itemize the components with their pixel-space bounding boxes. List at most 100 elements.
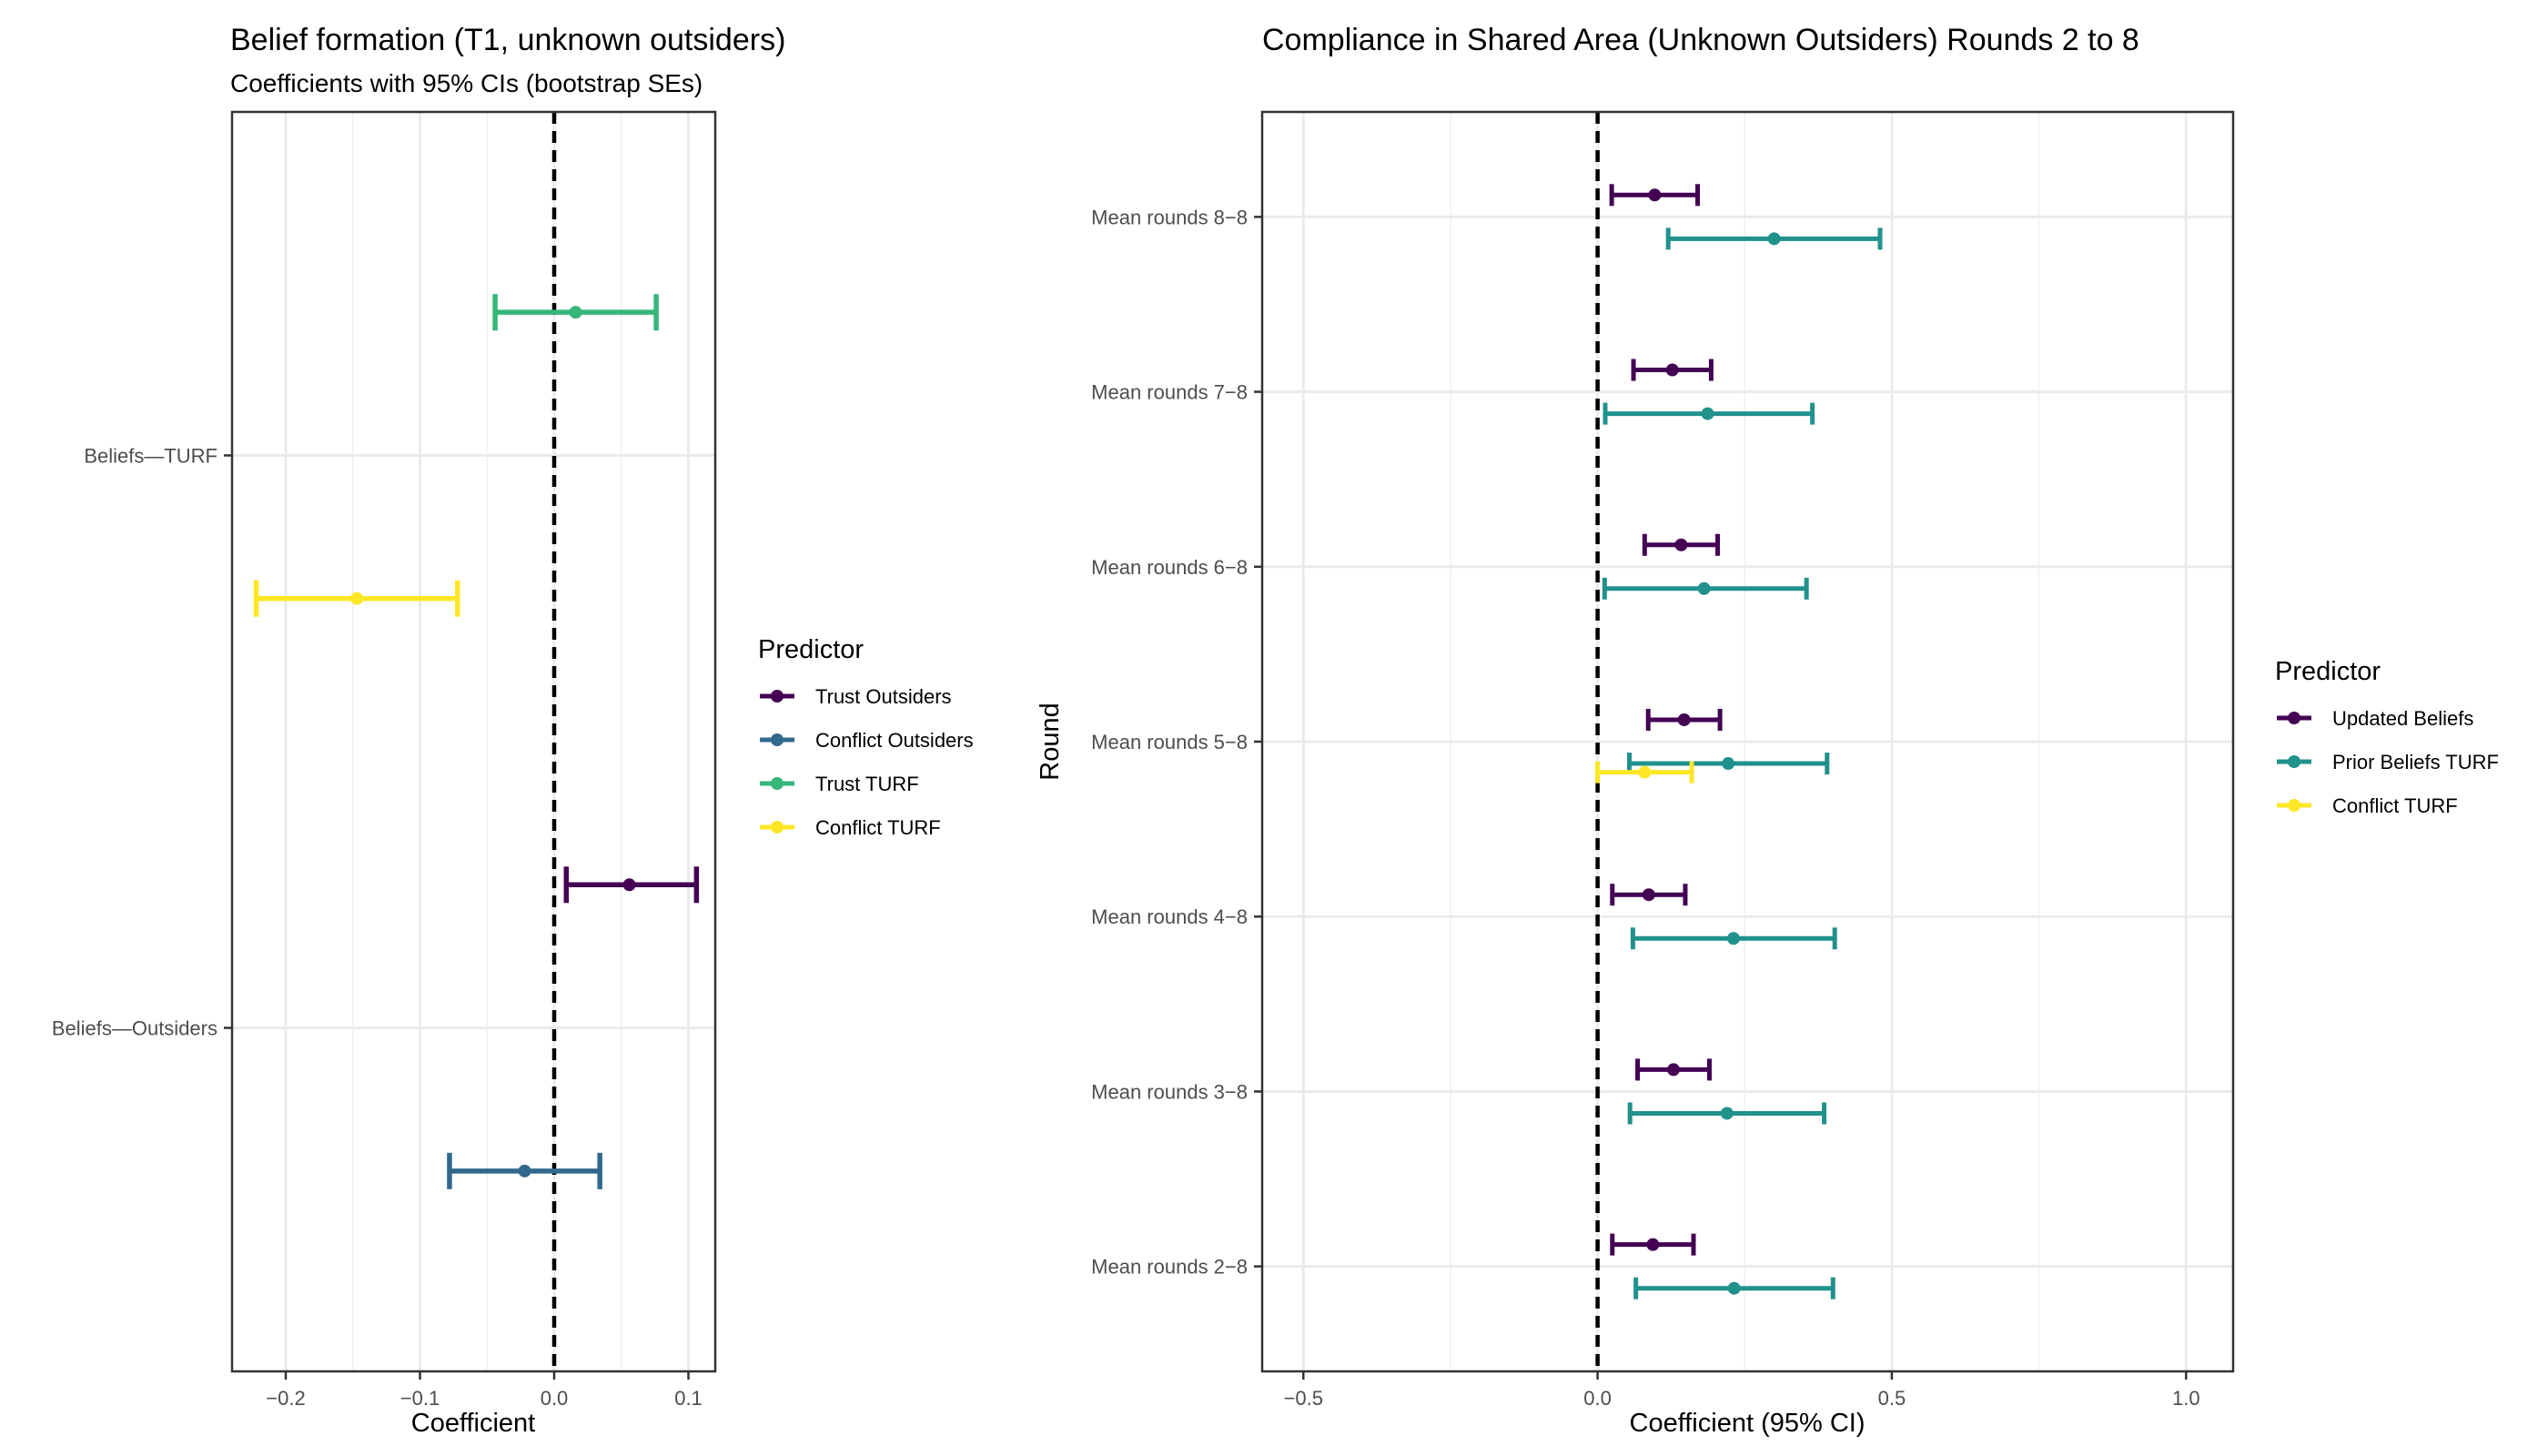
error-bar-updated-beliefs bbox=[1635, 1058, 1712, 1081]
point-estimate bbox=[1697, 581, 1711, 595]
y-tick-label: Mean rounds 7−8 bbox=[1091, 381, 1248, 404]
error-bar-updated-beliefs bbox=[1645, 708, 1723, 731]
legend-swatch-point bbox=[771, 777, 784, 790]
legend-label: Trust TURF bbox=[815, 773, 919, 795]
legend-swatch-point bbox=[2288, 712, 2300, 724]
legend-title: Predictor bbox=[2275, 657, 2381, 686]
point-estimate bbox=[1720, 1107, 1734, 1120]
point-estimate bbox=[1701, 407, 1714, 420]
error-bar-updated-beliefs bbox=[1631, 359, 1714, 381]
point-estimate bbox=[1726, 932, 1740, 945]
point-estimate bbox=[518, 1164, 531, 1178]
x-axis-title: Coefficient bbox=[411, 1409, 536, 1438]
point-estimate bbox=[622, 878, 636, 892]
series-conflict-outsiders bbox=[447, 1152, 602, 1189]
error-bar-updated-beliefs bbox=[1610, 1233, 1696, 1256]
error-bar-trust-outsiders bbox=[563, 866, 700, 904]
error-bar-updated-beliefs bbox=[1609, 184, 1701, 207]
compliance-panel: Compliance in Shared Area (Unknown Outsi… bbox=[1036, 23, 2499, 1438]
x-axis-ticks: −0.5 0.0 0.5 1.0 bbox=[1284, 1371, 2200, 1410]
legend-swatch-point bbox=[771, 690, 784, 703]
legend-item-prior-beliefs-turf: Prior Beliefs TURF bbox=[2277, 751, 2499, 774]
y-axis-ticks: Beliefs—Outsiders Beliefs—TURF bbox=[52, 444, 232, 1040]
y-tick-label: Mean rounds 3−8 bbox=[1091, 1080, 1248, 1103]
point-estimate bbox=[1674, 538, 1688, 551]
legend-item-conflict-outsiders: Conflict Outsiders bbox=[760, 729, 974, 752]
y-tick-label: Mean rounds 4−8 bbox=[1091, 905, 1248, 928]
error-bar-updated-beliefs bbox=[1610, 884, 1688, 906]
x-tick-label: 0.5 bbox=[1878, 1387, 1906, 1410]
legend: Predictor Updated Beliefs Prior Beliefs T… bbox=[2275, 657, 2499, 817]
legend-item-trust-outsiders: Trust Outsiders bbox=[760, 685, 952, 708]
legend: Predictor Trust Outsiders Conflict Outsid… bbox=[758, 635, 974, 839]
x-tick-label: 0.0 bbox=[541, 1387, 569, 1410]
legend-item-updated-beliefs: Updated Beliefs bbox=[2277, 707, 2473, 730]
x-tick-label: 0.0 bbox=[1583, 1387, 1612, 1410]
legend-label: Updated Beliefs bbox=[2332, 707, 2473, 730]
error-bar-prior-beliefs-turf bbox=[1627, 1102, 1827, 1125]
legend-item-trust-turf: Trust TURF bbox=[760, 773, 919, 795]
series-conflict-turf bbox=[253, 580, 460, 617]
x-axis-ticks: −0.2 −0.1 0.0 0.1 bbox=[266, 1371, 703, 1410]
x-tick-label: 0.1 bbox=[674, 1387, 703, 1410]
error-bar-prior-beliefs-turf bbox=[1630, 927, 1837, 950]
legend-title: Predictor bbox=[758, 635, 864, 664]
series-trust-outsiders bbox=[563, 866, 700, 904]
series-conflict-turf bbox=[1595, 761, 1694, 784]
point-estimate bbox=[1727, 1281, 1741, 1295]
grid-lines bbox=[232, 112, 715, 1371]
legend-label: Prior Beliefs TURF bbox=[2332, 751, 2499, 774]
point-estimate bbox=[1767, 232, 1781, 246]
x-tick-label: −0.5 bbox=[1284, 1387, 1323, 1410]
x-axis-title: Coefficient (95% CI) bbox=[1630, 1409, 1866, 1438]
y-tick-label: Mean rounds 6−8 bbox=[1091, 556, 1248, 579]
point-estimate bbox=[350, 592, 364, 605]
error-bar-conflict-turf bbox=[1595, 761, 1694, 784]
legend-entries: Updated Beliefs Prior Beliefs TURF Conflic… bbox=[2277, 707, 2499, 817]
legend-item-conflict-turf: Conflict TURF bbox=[760, 816, 941, 839]
chart-subtitle: Coefficients with 95% CIs (bootstrap SEs… bbox=[230, 69, 703, 97]
x-tick-label: 1.0 bbox=[2172, 1387, 2200, 1410]
point-estimate bbox=[1722, 757, 1735, 771]
y-tick-label: Beliefs—TURF bbox=[84, 444, 217, 467]
legend-swatch-point bbox=[771, 733, 784, 746]
error-bar-trust-turf bbox=[492, 294, 659, 331]
legend-swatch-point bbox=[771, 821, 784, 834]
error-bar-prior-beliefs-turf bbox=[1602, 577, 1809, 600]
error-bar-updated-beliefs bbox=[1642, 533, 1721, 556]
error-bar-series bbox=[253, 294, 700, 1189]
series-updated-beliefs bbox=[1609, 184, 1723, 1256]
error-bar-prior-beliefs-turf bbox=[1633, 1277, 1835, 1299]
x-tick-label: −0.1 bbox=[400, 1387, 440, 1410]
chart-title: Compliance in Shared Area (Unknown Outsi… bbox=[1262, 23, 2139, 57]
series-trust-turf bbox=[492, 294, 659, 331]
plot-panel-border bbox=[230, 110, 717, 1373]
chart-title: Belief formation (T1, unknown outsiders) bbox=[230, 23, 785, 57]
error-bar-conflict-turf bbox=[253, 580, 460, 617]
y-tick-label: Mean rounds 5−8 bbox=[1091, 731, 1248, 753]
legend-entries: Trust Outsiders Conflict Outsiders Trust T… bbox=[760, 685, 974, 839]
point-estimate bbox=[1638, 765, 1652, 779]
legend-swatch-point bbox=[2288, 755, 2300, 768]
legend-label: Trust Outsiders bbox=[815, 685, 952, 708]
belief-formation-panel: Belief formation (T1, unknown outsiders)… bbox=[52, 23, 974, 1438]
legend-item-conflict-turf: Conflict TURF bbox=[2277, 794, 2458, 817]
point-estimate bbox=[569, 306, 582, 319]
y-axis-ticks: Mean rounds 2−8 Mean rounds 3−8 Mean round… bbox=[1091, 206, 1262, 1279]
point-estimate bbox=[1665, 363, 1679, 377]
error-bar-prior-beliefs-turf bbox=[1603, 402, 1815, 425]
legend-label: Conflict TURF bbox=[2332, 794, 2458, 817]
error-bar-series bbox=[1595, 184, 1883, 1299]
error-bar-conflict-outsiders bbox=[447, 1152, 602, 1189]
legend-label: Conflict TURF bbox=[815, 816, 941, 839]
error-bar-prior-beliefs-turf bbox=[1665, 228, 1883, 250]
point-estimate bbox=[1677, 713, 1691, 726]
y-tick-label: Mean rounds 2−8 bbox=[1091, 1256, 1248, 1279]
point-estimate bbox=[1642, 888, 1655, 902]
point-estimate bbox=[1648, 188, 1662, 202]
series-prior-beliefs-turf bbox=[1602, 228, 1883, 1299]
x-tick-label: −0.2 bbox=[266, 1387, 305, 1410]
legend-label: Conflict Outsiders bbox=[815, 729, 974, 752]
point-estimate bbox=[1646, 1238, 1660, 1251]
